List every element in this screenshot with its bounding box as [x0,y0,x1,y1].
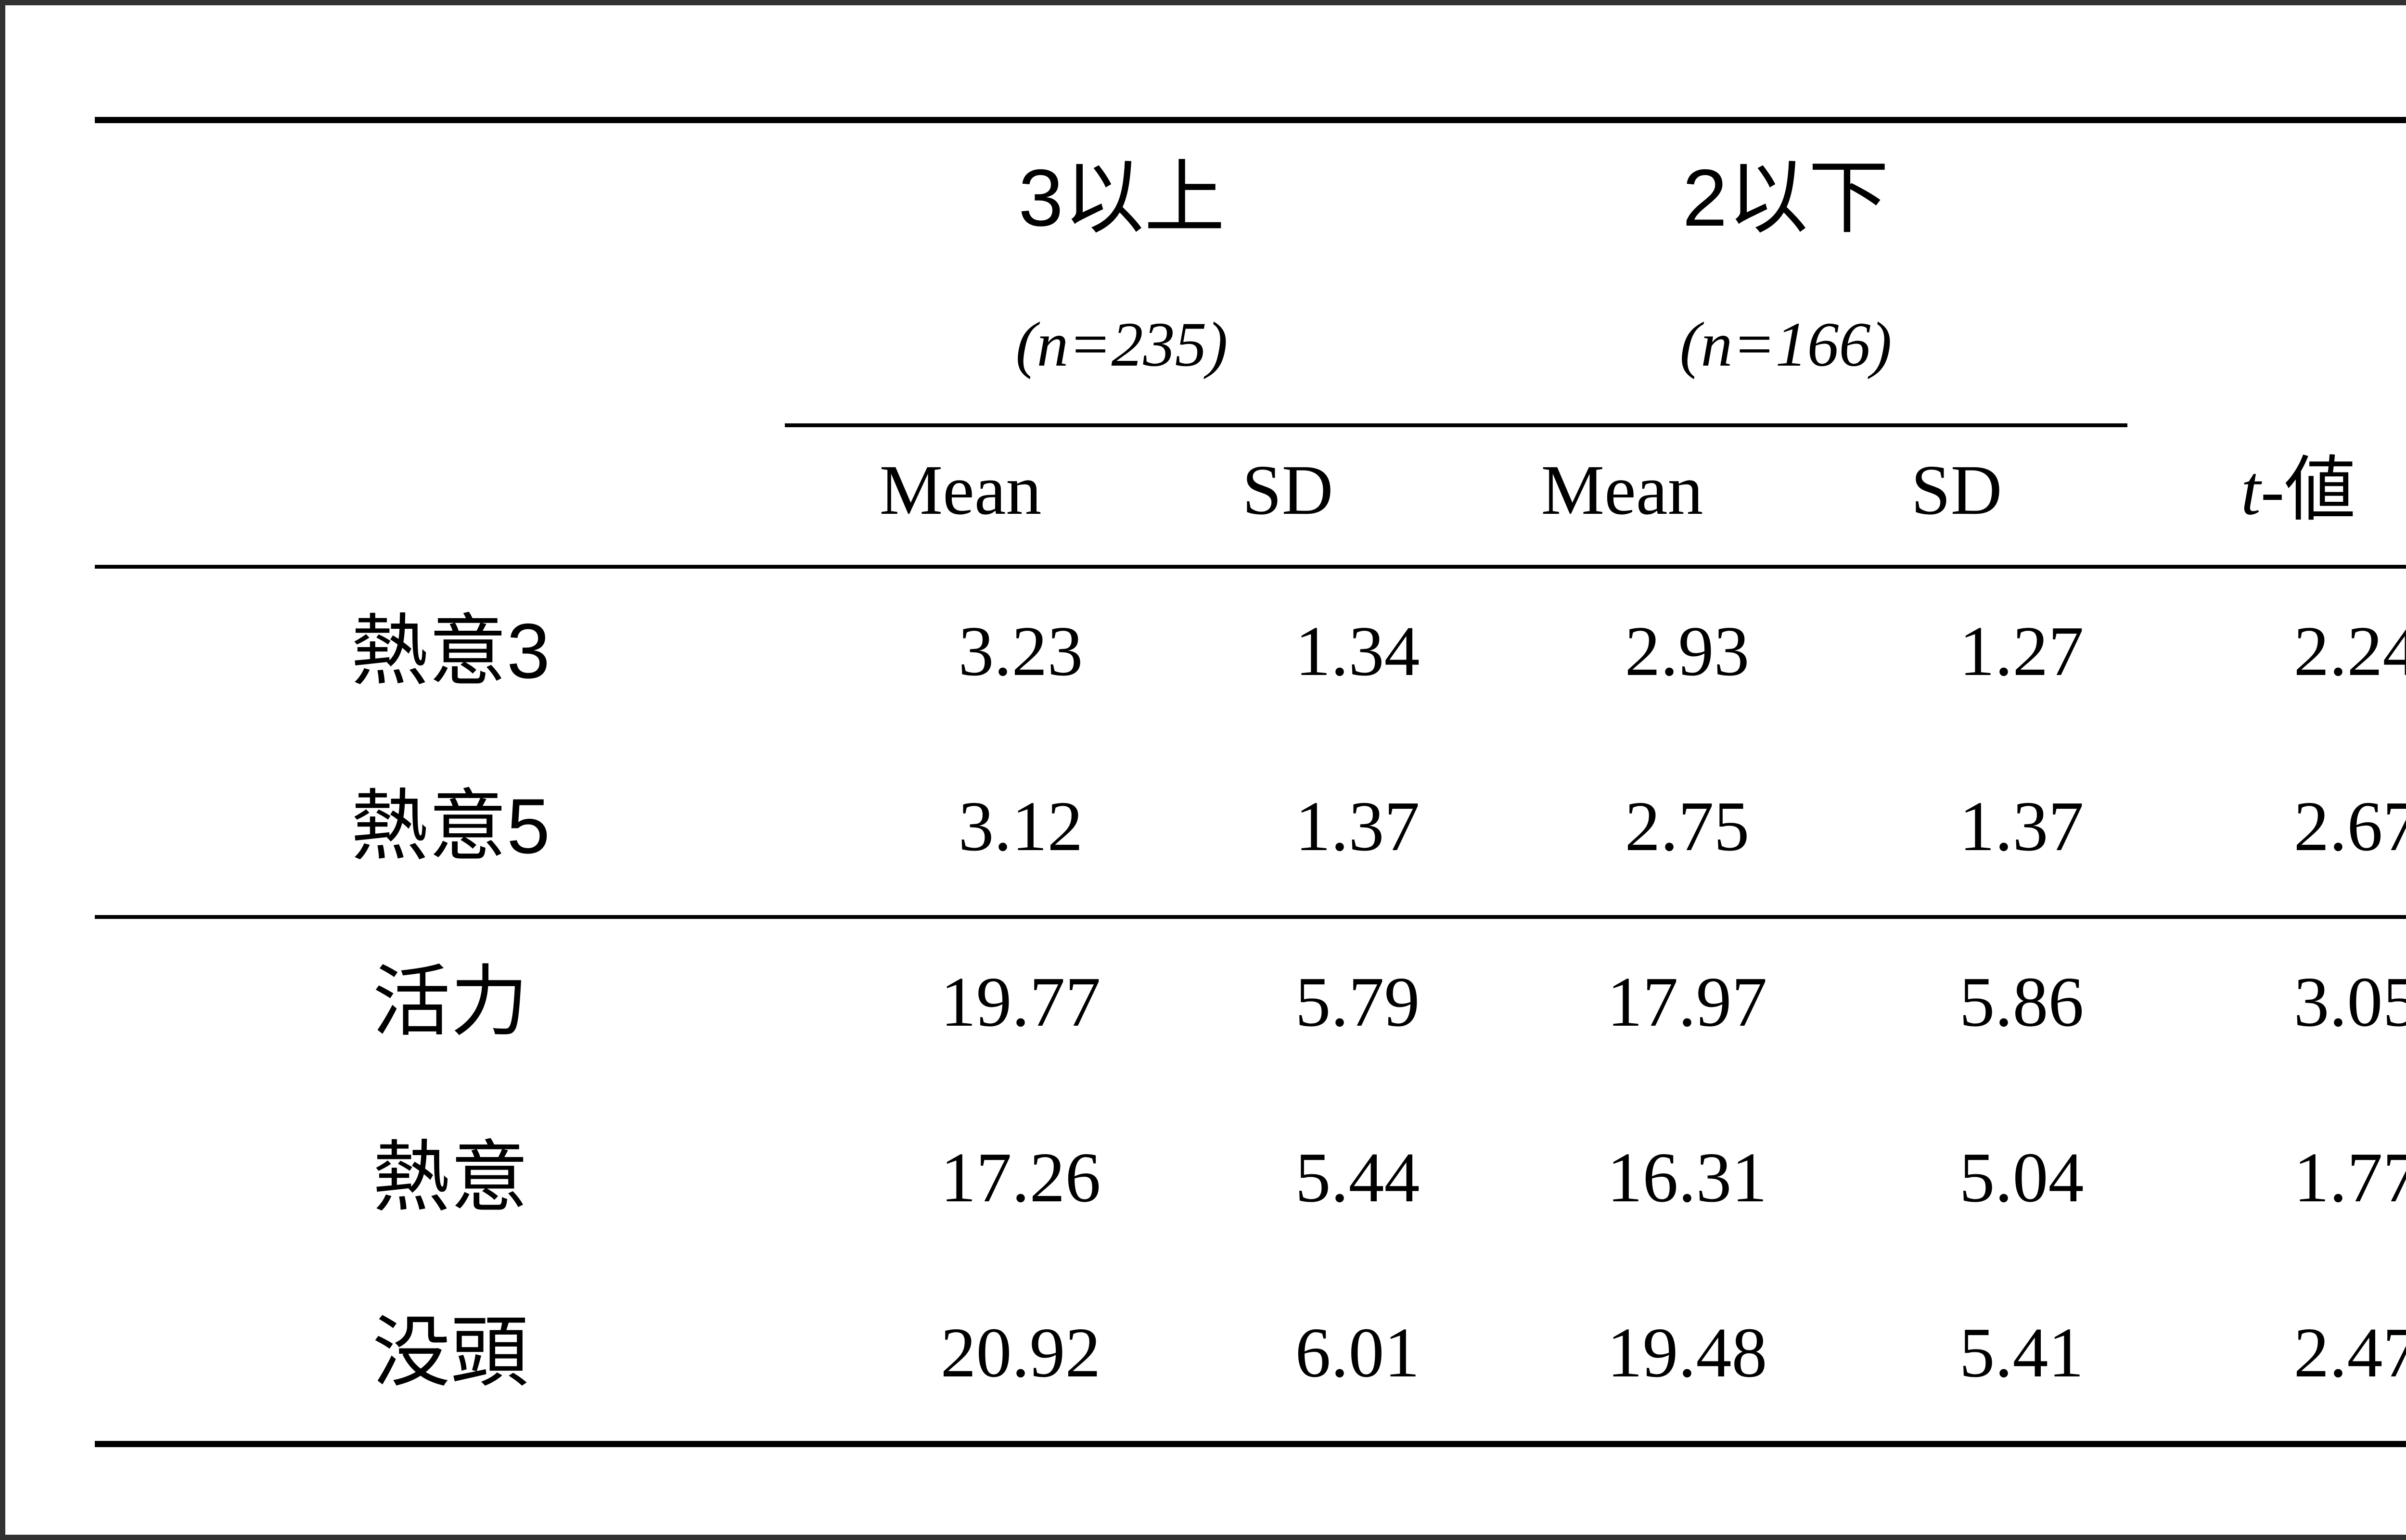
cell-group2-sd: 5.86 [1959,963,2084,1042]
cell-group2-sd: 5.41 [1959,1313,2084,1392]
cell-group1-sd: 6.01 [1295,1313,1420,1392]
top-rule [95,117,2406,123]
cell-t-value: 2.47 [2293,1313,2406,1392]
header-underline-rule [95,565,2406,569]
row-label: 没頭 [372,1309,528,1396]
group1-n-label: (n=235) [1015,309,1228,380]
bottom-rule [95,1441,2406,1447]
col-header-group1-sd: SD [1242,451,1333,530]
cell-group1-mean: 19.77 [940,963,1101,1042]
cell-group2-sd: 1.27 [1959,612,2084,691]
row-label: 熱意5 [350,783,550,870]
cell-group1-mean: 3.12 [958,787,1083,866]
mid-rule [95,915,2406,919]
row-label: 熱意 [372,1134,528,1221]
cell-group1-sd: 5.79 [1295,963,1420,1042]
cell-group2-mean: 17.97 [1607,963,1767,1042]
group-header-rule [785,423,2127,427]
cell-t-value: 1.77 [2293,1138,2406,1217]
col-header-t-value: t-値 [2241,454,2355,526]
cell-group1-sd: 1.37 [1295,787,1420,866]
col-header-group2-mean: Mean [1541,451,1703,530]
t-letter: t [2240,451,2261,530]
col-header-group2-sd: SD [1911,451,2002,530]
cell-t-value: 2.24 [2293,612,2406,691]
cell-group1-mean: 3.23 [958,612,1083,691]
group2-header: 2以下 [1682,153,1889,243]
cell-group2-sd: 1.37 [1959,787,2084,866]
cell-group1-sd: 1.34 [1295,612,1420,691]
row-label: 活力 [372,958,528,1045]
col-header-group1-mean: Mean [879,451,1042,530]
row-label: 熱意3 [350,608,550,695]
t-kanji: 値 [2284,450,2356,530]
cell-group2-mean: 2.93 [1625,612,1750,691]
cell-group1-mean: 20.92 [940,1313,1101,1392]
cell-t-value: 3.05 [2293,963,2406,1042]
cell-group2-mean: 16.31 [1607,1138,1767,1217]
cell-group2-mean: 19.48 [1607,1313,1767,1392]
cell-group2-mean: 2.75 [1625,787,1750,866]
cell-group1-sd: 5.44 [1295,1138,1420,1217]
t-hyphen: - [2260,451,2285,530]
cell-t-value: 2.67 [2293,787,2406,866]
cell-group1-mean: 17.26 [940,1138,1101,1217]
group1-header: 3以上 [1018,153,1225,243]
cell-group2-sd: 5.04 [1959,1138,2084,1217]
group2-n-label: (n=166) [1679,309,1892,380]
